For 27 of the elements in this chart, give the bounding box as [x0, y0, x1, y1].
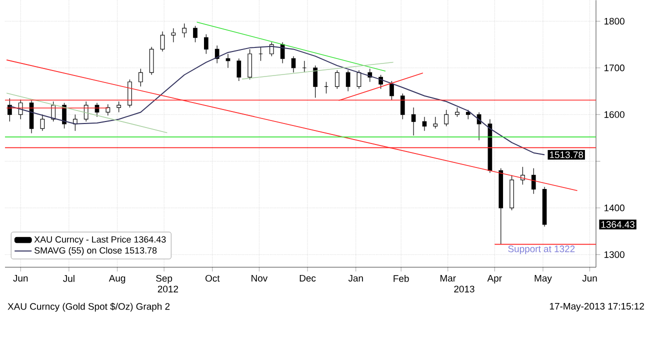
x-tick-label: Jan	[348, 274, 363, 282]
x-tick-label: Sep	[156, 274, 172, 284]
x-tick-label: Oct	[205, 274, 220, 282]
x-tick-label: Mar	[440, 274, 456, 282]
x-tick-label: Feb	[394, 274, 409, 282]
y-tick-label: 1600	[604, 111, 624, 118]
text: XAU Curncy (Gold Spot $/Oz) Graph 2	[8, 302, 170, 312]
y-tick-label: 1700	[604, 64, 624, 72]
text: 2013	[454, 286, 474, 292]
x-tick-label: Nov	[252, 274, 268, 282]
x-tick-label: May	[534, 274, 552, 284]
x-tick-label: Jul	[63, 274, 74, 282]
x-tick-label: Aug	[108, 274, 126, 284]
x-tick-label: Dec	[300, 274, 316, 282]
legend-label: XAU Curncy - Last Price 1364.43	[34, 236, 166, 244]
annotation: Support at 1322	[508, 245, 575, 254]
x-tick-label: Jun	[13, 274, 28, 282]
text: 1364.43	[601, 221, 634, 228]
legend-label: SMAVG (55) on Close 1513.78	[34, 246, 157, 256]
y-tick-label: 1800	[604, 18, 624, 24]
x-tick-label: Apr	[487, 274, 502, 284]
data-label: 1513.78	[550, 151, 584, 158]
y-tick-label: 1400	[604, 204, 624, 212]
text: 17-May-2013 17:15:12	[550, 302, 644, 312]
x-tick-label: Jun	[582, 274, 597, 282]
text: 2012	[158, 286, 178, 292]
y-tick-label: 1300	[604, 251, 624, 258]
